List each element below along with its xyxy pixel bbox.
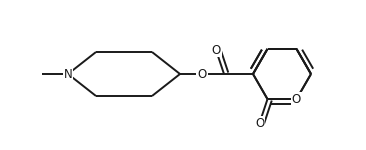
Text: O: O [255,117,264,130]
Text: O: O [197,68,207,81]
Text: O: O [212,44,221,57]
Text: N: N [64,68,72,81]
Text: O: O [292,93,301,106]
